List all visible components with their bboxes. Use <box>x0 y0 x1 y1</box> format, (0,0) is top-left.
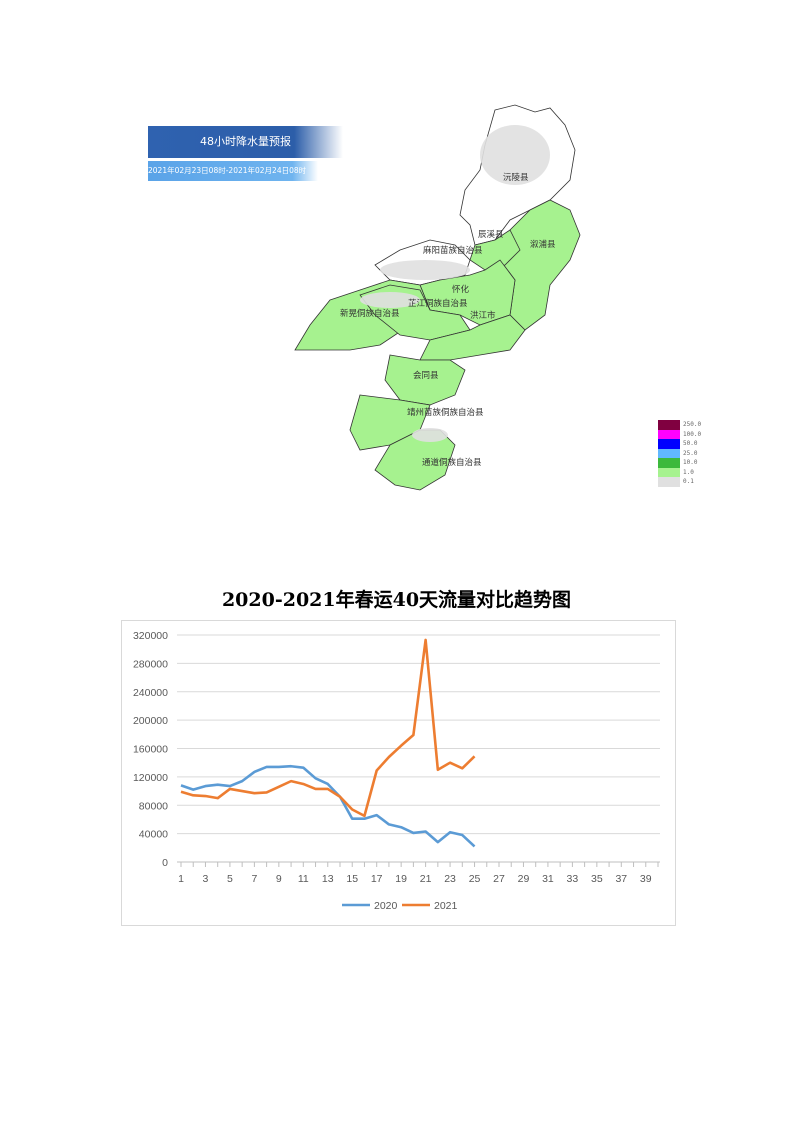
map-label: 通道侗族自治县 <box>422 457 482 468</box>
legend-item: 100.0 <box>658 429 702 439</box>
legend-label: 100.0 <box>683 430 702 438</box>
x-tick-label: 17 <box>371 873 383 885</box>
x-tick-label: 25 <box>469 873 481 885</box>
y-tick-label: 280000 <box>133 658 168 670</box>
legend-swatch <box>658 467 680 477</box>
legend-swatch <box>658 458 680 468</box>
legend-swatch <box>658 448 680 458</box>
legend-label: 50.0 <box>683 440 698 448</box>
legend-item: 0.1 <box>658 477 701 487</box>
legend-item: 250.0 <box>658 420 701 430</box>
x-tick-label: 1 <box>178 873 184 885</box>
chart-svg: 0 40000 80000 120000 160000 200000 240000 28000… <box>133 630 660 912</box>
x-tick-label: 3 <box>203 873 209 885</box>
map-label: 沅陵县 <box>503 172 529 183</box>
x-tick-label: 39 <box>640 873 652 885</box>
y-tick-label: 200000 <box>133 715 168 727</box>
x-tick-label: 13 <box>322 873 334 885</box>
map-label: 怀化 <box>452 284 470 295</box>
x-tick-label: 19 <box>395 873 407 885</box>
x-tick-label: 9 <box>276 873 282 885</box>
x-tick-label: 15 <box>346 873 358 885</box>
x-tick-label: 31 <box>542 873 554 885</box>
y-tick-label: 40000 <box>139 829 168 841</box>
map-title-banner: 48小时降水量预报 <box>148 126 343 158</box>
map-label: 溆浦县 <box>530 239 556 250</box>
x-tick-label: 29 <box>518 873 530 885</box>
x-tick-label: 33 <box>567 873 579 885</box>
legend-label: 10.0 <box>683 459 698 467</box>
region-chenxi <box>469 229 521 271</box>
map-date-range: 2021年02月23日08时-2021年02月24日08时 <box>148 161 318 181</box>
legend-item: 1.0 <box>658 467 701 477</box>
map-label: 辰溪县 <box>478 229 504 240</box>
legend-swatch <box>658 429 680 439</box>
map-label: 靖州苗族侗族自治县 <box>407 407 484 418</box>
map-label: 洪江市 <box>470 310 496 321</box>
x-tick-label: 5 <box>227 873 233 885</box>
x-tick-label: 11 <box>298 873 309 885</box>
map-label: 会同县 <box>413 370 439 381</box>
map-legend: 250.0 100.0 50.0 25.0 10.0 1.0 0.1 <box>658 420 701 487</box>
y-tick-label: 0 <box>162 857 168 869</box>
precipitation-map: 沅陵县 辰溪县 溆浦县 麻阳苗族自治县 怀化 芷江侗族自治县 新晃侗族自治县 洪… <box>294 104 581 491</box>
x-tick-label: 7 <box>251 873 257 885</box>
legend-label: 1.0 <box>683 468 694 476</box>
legend-item: 10.0 <box>658 458 701 468</box>
map-label: 芷江侗族自治县 <box>408 298 468 309</box>
series-line-2020 <box>180 764 476 848</box>
series-line-2021 <box>180 638 476 818</box>
line-chart: 0 40000 80000 120000 160000 200000 240000 28000… <box>121 620 676 926</box>
legend-label: 0.1 <box>683 478 694 486</box>
legend-label: 2021 <box>434 900 458 912</box>
x-tick-label: 37 <box>615 873 627 885</box>
y-tick-label: 160000 <box>133 744 168 756</box>
legend-swatch <box>658 477 680 487</box>
y-tick-label: 120000 <box>133 772 168 784</box>
region-xupu <box>499 199 581 331</box>
legend-item: 25.0 <box>658 448 701 458</box>
y-tick-label: 80000 <box>139 800 168 812</box>
legend-label: 2020 <box>374 900 398 912</box>
y-tick-label: 240000 <box>133 687 168 699</box>
map-label: 新晃侗族自治县 <box>340 308 400 319</box>
x-tick-label: 35 <box>591 873 603 885</box>
x-tick-label: 21 <box>420 873 432 885</box>
x-tick-label: 27 <box>493 873 505 885</box>
x-tick-label: 23 <box>444 873 456 885</box>
legend-swatch <box>658 439 680 449</box>
legend-item: 50.0 <box>658 439 701 449</box>
legend-swatch <box>658 420 680 430</box>
region-huitong <box>384 354 466 406</box>
legend-label: 250.0 <box>683 421 702 429</box>
map-label: 麻阳苗族自治县 <box>423 245 483 256</box>
y-tick-label: 320000 <box>133 630 168 642</box>
chart-title: 2020-2021年春运40天流量对比趋势图 <box>221 589 572 611</box>
legend-label: 25.0 <box>683 449 698 457</box>
